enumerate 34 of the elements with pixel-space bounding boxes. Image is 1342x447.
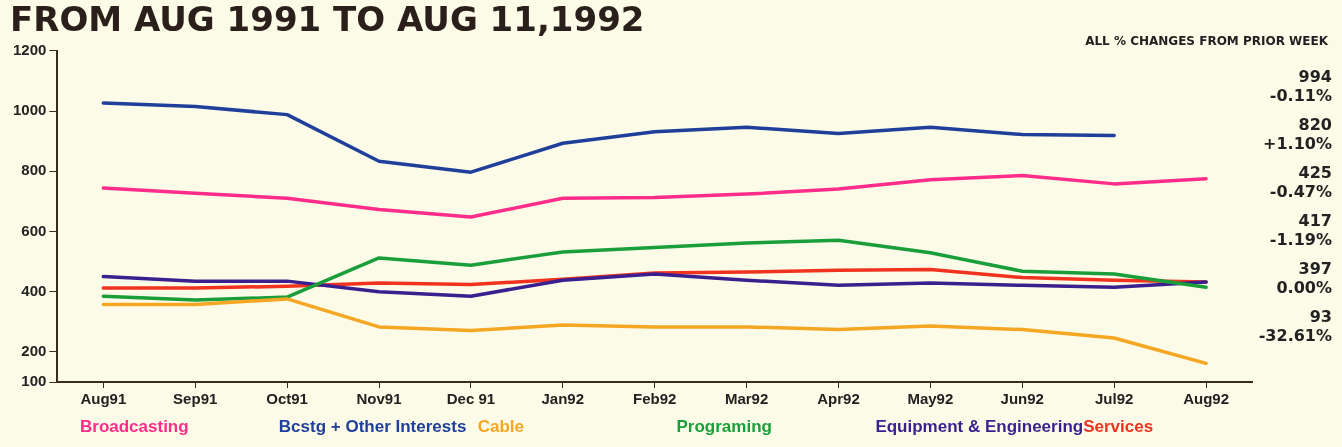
x-tick-label: Jan92 [541, 390, 585, 408]
x-tick-label: Dec 91 [446, 390, 496, 408]
text: Cable [477, 417, 525, 437]
x-tick-label: Jul92 [1094, 390, 1134, 408]
x-tick-label: Feb92 [633, 390, 677, 408]
text: Bcstg + Other Interests [278, 417, 468, 437]
x-tick-label: Mar92 [724, 390, 769, 408]
y-tick-label: 400 [21, 281, 47, 299]
text: Services [1083, 417, 1155, 437]
x-tick-label: Jun92 [1000, 390, 1044, 408]
text: Equipment & Engineering [875, 417, 1084, 437]
x-tick-label: Apr92 [817, 390, 860, 408]
text: 397 0.00% [1276, 259, 1332, 298]
y-tick-label: 100 [21, 372, 47, 390]
text: Broadcasting [80, 417, 190, 437]
x-tick-label: Nov91 [356, 390, 402, 408]
y-tick-label: 1000 [12, 101, 47, 119]
y-tick-label: 800 [21, 161, 47, 179]
text: 425 -0.47% [1269, 163, 1332, 202]
text: 994 -0.11% [1269, 67, 1332, 106]
text: 417 -1.19% [1269, 211, 1332, 250]
x-tick-label: Oct91 [266, 390, 308, 408]
x-tick-label: Sep91 [173, 390, 218, 408]
y-tick-label: 600 [21, 221, 47, 239]
x-tick-label: May92 [907, 390, 954, 408]
x-tick-label: Aug92 [1183, 390, 1229, 408]
chart-title: FROM AUG 1991 TO AUG 11,1992 [10, 0, 645, 40]
x-tick-label: Aug91 [80, 390, 127, 408]
text: Programing [676, 417, 773, 437]
text: 820 +1.10% [1263, 115, 1332, 154]
text: ALL % CHANGES FROM PRIOR WEEK [1085, 34, 1329, 49]
y-tick-label: 200 [21, 342, 47, 360]
text: 93 -32.61% [1258, 307, 1332, 346]
y-tick-label: 1200 [12, 40, 47, 58]
